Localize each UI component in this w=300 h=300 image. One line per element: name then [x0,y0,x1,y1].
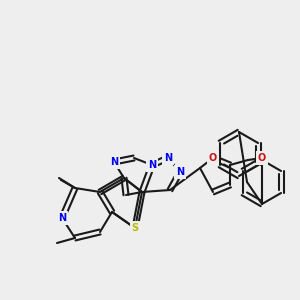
Text: O: O [258,153,266,163]
Text: O: O [209,153,217,163]
Text: N: N [110,157,118,167]
Text: N: N [58,213,66,223]
Text: N: N [148,160,156,170]
Text: S: S [131,223,139,233]
Text: N: N [164,153,172,163]
Text: N: N [176,167,184,177]
